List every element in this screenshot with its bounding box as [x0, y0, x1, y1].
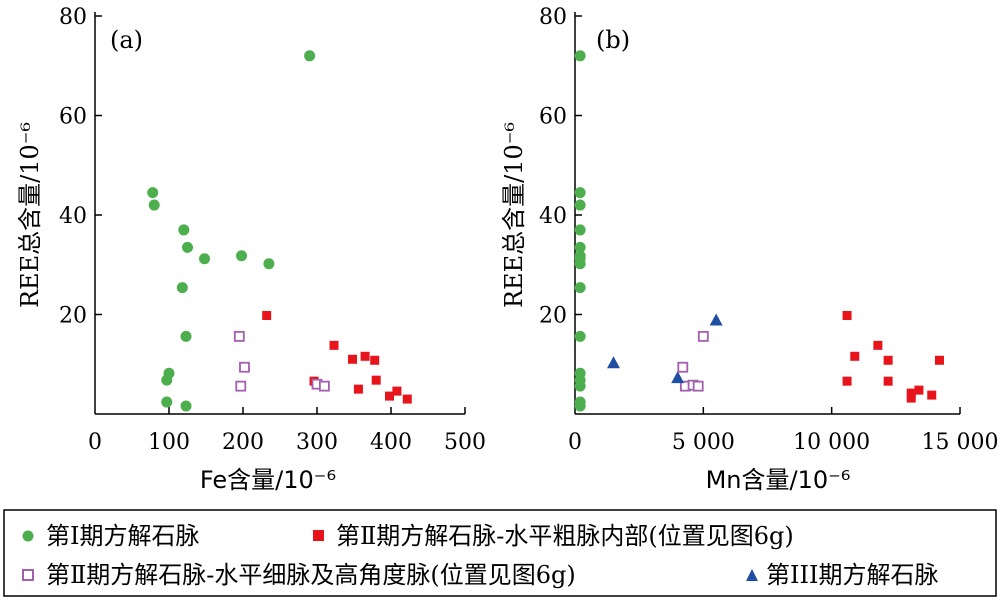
point-group3	[235, 380, 247, 392]
panel-b-y-axis-title: REE总含量/10⁻⁶	[500, 122, 528, 308]
point-group1	[180, 400, 192, 412]
point-group2	[329, 340, 339, 350]
point-group2	[842, 376, 852, 386]
panel-a: (a) 20 40 60 80 0 100 200 300 400 500 Fe含量/10⁻⁶ R…	[16, 5, 486, 494]
point-group2	[927, 390, 937, 400]
point-group2	[906, 388, 916, 398]
point-group1	[574, 50, 586, 62]
point-group2	[353, 384, 363, 394]
point-group1	[574, 330, 586, 342]
x-tick-label: 15 000	[922, 430, 999, 455]
point-group2	[402, 394, 412, 404]
point-group4	[607, 356, 620, 369]
point-group1	[263, 258, 275, 270]
point-group2	[370, 355, 380, 365]
y-tick-label: 80	[59, 5, 87, 30]
y-tick-label: 20	[59, 304, 87, 329]
legend-box	[3, 509, 997, 597]
y-tick-label: 20	[539, 304, 567, 329]
panel-b-points	[574, 50, 944, 412]
x-tick-label: 300	[296, 430, 338, 455]
point-group1	[178, 224, 190, 236]
y-tick-label: 60	[539, 105, 567, 130]
point-group2	[385, 391, 395, 401]
point-group1	[148, 199, 160, 211]
point-group4	[709, 313, 723, 326]
point-group1	[574, 258, 586, 270]
point-group2	[850, 351, 860, 361]
point-group1	[236, 250, 248, 262]
point-group2	[371, 375, 381, 385]
point-group2	[914, 385, 924, 395]
y-tick-label: 40	[539, 204, 567, 229]
panel-a-x-axis-title: Fe含量/10⁻⁶	[200, 466, 336, 494]
point-group2	[883, 355, 893, 365]
point-group1	[574, 187, 586, 199]
point-group2	[934, 355, 944, 365]
legend: 第Ⅰ期方解石脉 第Ⅱ期方解石脉-水平粗脉内部(位置见图6g) 第Ⅱ期方解石脉-水…	[3, 509, 997, 597]
legend-label-group3: 第Ⅱ期方解石脉-水平细脉及高角度脉(位置见图6g)	[46, 561, 576, 589]
point-group1	[147, 187, 159, 199]
legend-label-group4: 第III期方解石脉	[766, 561, 938, 589]
x-tick-label: 400	[370, 430, 412, 455]
panel-b: (b) 20 40 60 80 0 5 000 10 000 15 000 Mn含量/10⁻⁶…	[500, 5, 998, 494]
x-tick-label: 10 000	[793, 430, 870, 455]
point-group2	[873, 340, 883, 350]
panel-a-points	[147, 50, 412, 412]
point-group2	[262, 310, 272, 320]
point-group3	[677, 361, 689, 373]
y-tick-label: 80	[539, 5, 567, 30]
panel-b-x-axis-title: Mn含量/10⁻⁶	[706, 466, 851, 494]
legend-label-group2: 第Ⅱ期方解石脉-水平粗脉内部(位置见图6g)	[336, 522, 794, 550]
point-group2	[883, 376, 893, 386]
y-tick-label: 40	[59, 204, 87, 229]
point-group1	[574, 199, 586, 211]
point-group1	[161, 396, 173, 408]
x-tick-label: 200	[222, 430, 264, 455]
point-group2	[348, 354, 358, 364]
point-group3	[233, 330, 245, 342]
legend-marker-group1	[22, 530, 34, 542]
panel-a-y-axis-title: REE总含量/10⁻⁶	[16, 122, 44, 308]
point-group1	[574, 400, 586, 412]
legend-marker-group2	[313, 530, 324, 541]
x-tick-label: 0	[88, 430, 102, 455]
point-group1	[161, 374, 173, 386]
panel-a-ticks: 20 40 60 80 0 100 200 300 400 500	[59, 5, 486, 455]
point-group1	[574, 241, 586, 253]
legend-label-group1: 第Ⅰ期方解石脉	[46, 522, 199, 550]
legend-marker-group3	[22, 569, 34, 581]
point-group1	[304, 50, 316, 62]
panel-label-b: (b)	[596, 26, 630, 54]
x-tick-label: 100	[148, 430, 190, 455]
point-group3	[692, 380, 704, 392]
point-group1	[182, 241, 193, 253]
point-group1	[574, 282, 586, 294]
point-group1	[574, 380, 586, 392]
point-group1	[176, 282, 188, 294]
point-group3	[697, 330, 709, 342]
point-group1	[199, 253, 211, 265]
point-group2	[392, 386, 402, 396]
legend-marker-group4	[746, 569, 758, 581]
x-tick-label: 5 000	[672, 430, 735, 455]
panel-b-ticks: 20 40 60 80 0 5 000 10 000 15 000	[539, 5, 998, 455]
x-tick-label: 0	[568, 430, 582, 455]
point-group1	[180, 330, 192, 342]
point-group2	[360, 351, 370, 361]
point-group2	[842, 310, 852, 320]
point-group1	[574, 224, 586, 236]
point-group3	[239, 361, 250, 373]
y-tick-label: 60	[59, 105, 87, 130]
point-group2	[906, 393, 916, 403]
point-group4	[671, 371, 685, 384]
point-group3	[318, 380, 330, 392]
panel-label-a: (a)	[110, 26, 143, 54]
x-tick-label: 500	[444, 430, 486, 455]
